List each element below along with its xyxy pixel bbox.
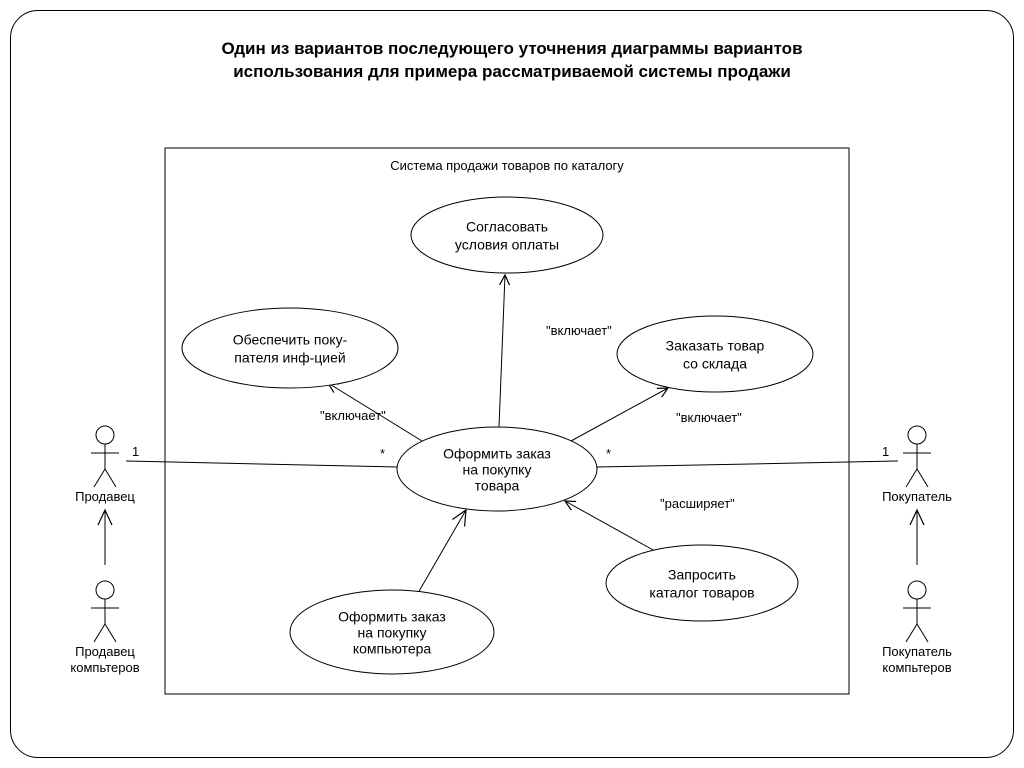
actor-seller-comp: Продавец компьтеров: [70, 581, 139, 675]
usecase-info-l1: Обеспечить поку-: [233, 332, 348, 348]
usecase-agree-l1: Согласовать: [466, 219, 548, 235]
system-label: Система продажи товаров по каталогу: [390, 158, 624, 173]
actor-buyer: Покупатель: [882, 426, 952, 504]
usecase-catalog-l1: Запросить: [668, 567, 736, 583]
edge-include-agree-label: "включает": [546, 323, 612, 338]
actor-buyer-comp-l1: Покупатель: [882, 644, 952, 659]
assoc-buyer-main: [597, 461, 898, 467]
usecase-agree: Согласовать условия оплаты: [411, 197, 603, 273]
mult-seller-one: 1: [132, 444, 139, 459]
edge-include-order-label: "включает": [676, 410, 742, 425]
mult-buyer-star: *: [606, 446, 611, 461]
actor-seller-comp-l1: Продавец: [75, 644, 135, 659]
usecase-comp-l2: на покупку: [358, 625, 427, 641]
usecase-comp: Оформить заказ на покупку компьютера: [290, 590, 494, 674]
actor-seller: Продавец: [75, 426, 135, 504]
assoc-seller-main: [126, 461, 397, 467]
edge-include-agree: [499, 275, 505, 427]
usecase-main-l1: Оформить заказ: [443, 446, 551, 462]
usecase-main-l3: товара: [475, 478, 520, 494]
actor-buyer-label: Покупатель: [882, 489, 952, 504]
edge-include-info-label: "включает": [320, 408, 386, 423]
edge-gen-comp-main: [418, 510, 466, 593]
usecase-info: Обеспечить поку- пателя инф-цией: [182, 308, 398, 388]
edge-extend-catalog: [565, 501, 655, 551]
mult-buyer-one: 1: [882, 444, 889, 459]
usecase-main-l2: на покупку: [463, 462, 532, 478]
usecase-comp-l3: компьютера: [353, 641, 432, 657]
usecase-info-l2: пателя инф-цией: [234, 350, 345, 366]
usecase-comp-l1: Оформить заказ: [338, 609, 446, 625]
usecase-agree-l2: условия оплаты: [455, 237, 559, 253]
usecase-order: Заказать товар со склада: [617, 316, 813, 392]
edge-include-order: [571, 388, 668, 441]
actor-seller-comp-l2: компьтеров: [70, 660, 139, 675]
usecase-catalog: Запросить каталог товаров: [606, 545, 798, 621]
usecase-order-l2: со склада: [683, 356, 747, 372]
mult-seller-star: *: [380, 446, 385, 461]
usecase-order-l1: Заказать товар: [666, 338, 765, 354]
actor-seller-label: Продавец: [75, 489, 135, 504]
actor-buyer-comp: Покупатель компьтеров: [882, 581, 952, 675]
edge-extend-catalog-label: "расширяет": [660, 496, 735, 511]
usecase-catalog-l2: каталог товаров: [649, 585, 754, 601]
usecase-main: Оформить заказ на покупку товара: [397, 427, 597, 511]
actor-buyer-comp-l2: компьтеров: [882, 660, 951, 675]
diagram-svg: Система продажи товаров по каталогу 1 * …: [0, 0, 1024, 768]
